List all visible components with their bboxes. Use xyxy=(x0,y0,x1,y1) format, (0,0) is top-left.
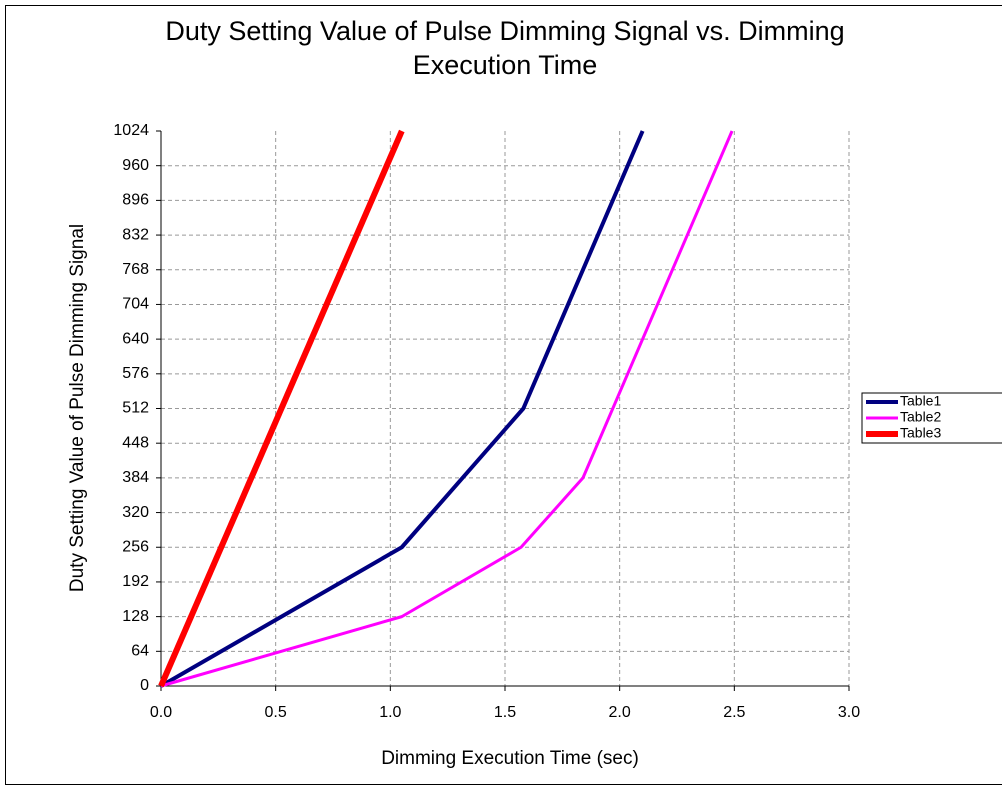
y-tick-label: 448 xyxy=(122,434,149,451)
y-tick-label: 384 xyxy=(122,469,149,486)
x-tick-label: 1.0 xyxy=(379,704,401,721)
chart-title: Duty Setting Value of Pulse Dimming Sign… xyxy=(165,16,845,80)
y-tick-label: 960 xyxy=(122,157,149,174)
y-tick-label: 320 xyxy=(122,504,149,521)
y-tick-label: 768 xyxy=(122,261,149,278)
x-tick-label: 0.5 xyxy=(265,704,287,721)
y-tick-label: 1024 xyxy=(113,122,149,139)
y-tick-label: 64 xyxy=(131,643,149,660)
y-tick-label: 704 xyxy=(122,296,149,313)
y-tick-label: 256 xyxy=(122,538,149,555)
line-series xyxy=(160,130,734,688)
y-tick-label: 896 xyxy=(122,192,149,209)
chart-border xyxy=(5,5,1002,785)
x-tick-label: 3.0 xyxy=(838,704,860,721)
legend-label: Table1 xyxy=(900,393,941,409)
y-tick-label: 832 xyxy=(122,226,149,243)
y-tick-label: 512 xyxy=(122,400,149,417)
x-tick-label: 1.5 xyxy=(494,704,516,721)
legend-label: Table3 xyxy=(900,425,941,441)
x-tick-label: 2.0 xyxy=(609,704,631,721)
x-axis-label: Dimming Execution Time (sec) xyxy=(381,748,639,769)
line-series xyxy=(160,130,645,688)
y-tick-label: 640 xyxy=(122,330,149,347)
y-tick-label: 576 xyxy=(122,365,149,382)
y-axis-label: Duty Setting Value of Pulse Dimming Sign… xyxy=(67,224,88,592)
y-tick-label: 128 xyxy=(122,608,149,625)
legend-label: Table2 xyxy=(900,409,941,425)
y-tick-label: 192 xyxy=(122,573,149,590)
line-series xyxy=(158,129,405,688)
y-tick-label: 0 xyxy=(140,677,149,694)
x-tick-label: 0.0 xyxy=(150,704,172,721)
x-tick-label: 2.5 xyxy=(723,704,745,721)
